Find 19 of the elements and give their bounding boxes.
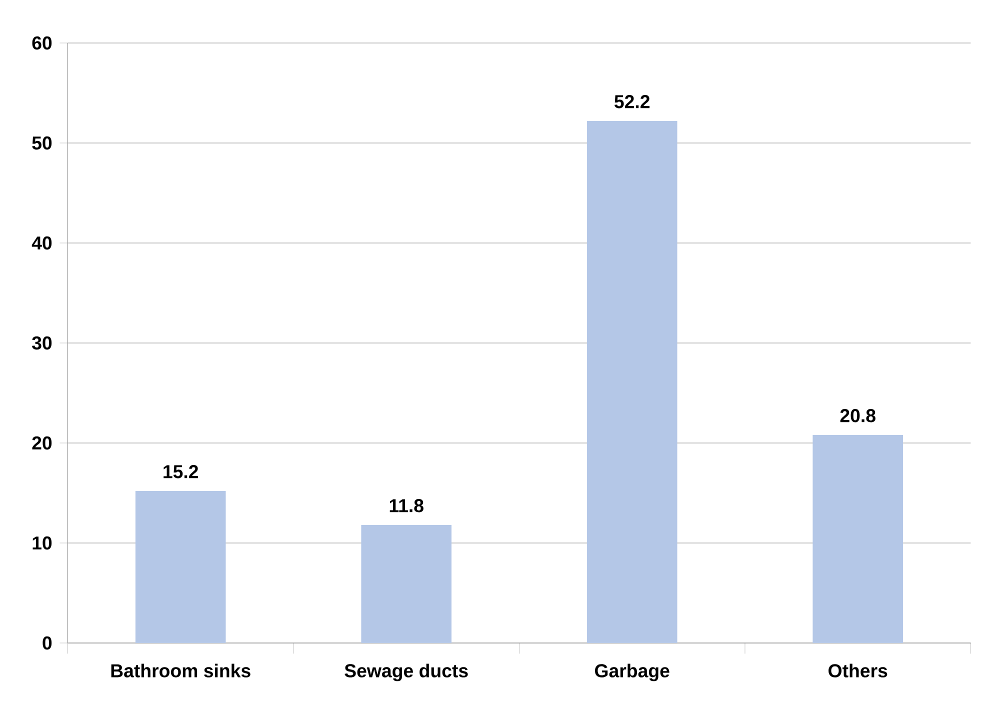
data-label: 52.2 — [614, 95, 650, 108]
data-label: 20.8 — [840, 409, 876, 422]
y-tick-label: 50 — [32, 136, 52, 150]
x-tick-label: Garbage — [595, 664, 670, 682]
x-tick-label: Sewage ducts — [344, 664, 468, 682]
x-tick-label: Bathroom sinks — [111, 664, 250, 678]
bar — [812, 434, 903, 643]
y-tick-label: 60 — [32, 36, 52, 50]
bar — [361, 524, 452, 643]
y-tick-label: 0 — [42, 636, 52, 650]
y-tick-label: 30 — [32, 336, 52, 350]
bar — [135, 490, 226, 643]
x-tick-label: Others — [828, 664, 888, 678]
data-label: 11.8 — [390, 499, 424, 512]
y-tick-label: 40 — [32, 236, 52, 250]
bar — [586, 120, 678, 643]
data-label: 15.2 — [164, 465, 198, 478]
y-tick-label: 10 — [32, 536, 52, 550]
y-tick-label: 20 — [32, 436, 52, 450]
